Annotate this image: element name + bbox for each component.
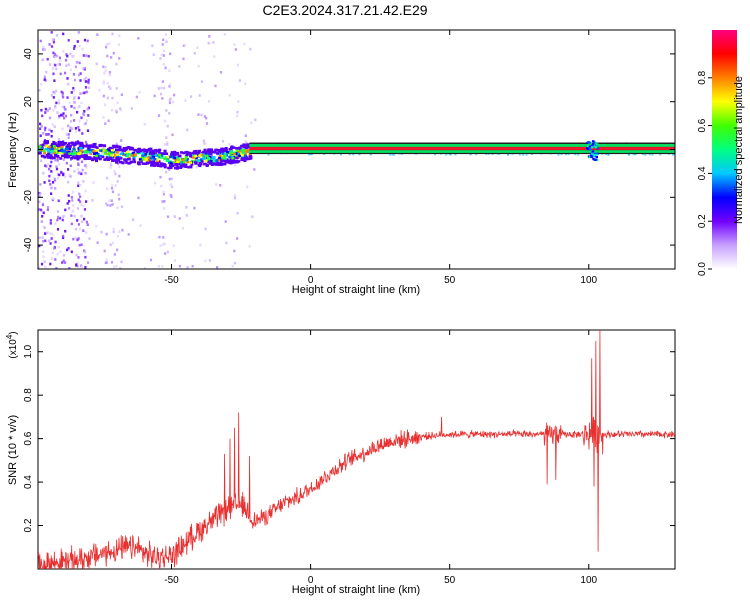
snr-frame [37, 329, 676, 570]
colorbar-bar [712, 30, 737, 269]
colorbar-tick-label: 0.0 [697, 262, 708, 276]
snr-panel: -50 0 50 100 0.2 0.4 0.6 0.8 1.0 Height of stra… [5, 329, 676, 596]
x-tick-label: 0 [308, 275, 314, 286]
y-tick-label: 0.4 [23, 475, 34, 489]
x-tick-label: 50 [444, 275, 456, 286]
colorbar-tick-label: 0.4 [697, 166, 708, 180]
x-tick-label: -50 [164, 275, 179, 286]
y-tick-label: 0.2 [23, 518, 34, 532]
colorbar-tick-label: 0.6 [697, 118, 708, 132]
x-tick-label: 100 [580, 275, 597, 286]
spectrogram-x-label: Height of straight line (km) [292, 284, 420, 296]
spectrogram-panel: -50 0 50 100 -40 -20 0 20 40 Height of straight… [7, 29, 676, 296]
y-tick-label: -20 [23, 190, 34, 205]
snr-x-ticks: -50 0 50 100 [164, 330, 598, 586]
y-tick-label: 0 [23, 146, 34, 152]
figure-title: C2E3.2024.317.21.42.E29 [262, 2, 427, 18]
spectrogram-signal-band [38, 140, 675, 170]
y-tick-label: 0.8 [23, 388, 34, 402]
x-tick-label: 0 [308, 575, 314, 586]
spectrogram-noise [38, 31, 257, 269]
snr-scale-prefix: (x10 [8, 339, 19, 359]
spectrogram-y-label: Frequency (Hz) [7, 112, 19, 188]
x-tick-label: 100 [580, 575, 597, 586]
x-tick-label: -50 [164, 575, 179, 586]
spectrogram-y-ticks: -40 -20 0 20 40 [23, 48, 675, 252]
snr-scale-label: (x104) [5, 331, 19, 358]
y-tick-label: 0.6 [23, 431, 34, 445]
y-tick-label: 40 [23, 48, 34, 60]
snr-scale-exponent: 4 [5, 334, 14, 339]
colorbar-label: Normalized spectral amplitude [733, 76, 745, 224]
snr-x-label: Height of straight line (km) [292, 584, 420, 596]
x-tick-label: 50 [444, 575, 456, 586]
snr-scale-suffix: ) [8, 331, 19, 334]
colorbar-tick-label: 0.2 [697, 214, 708, 228]
y-tick-label: -40 [23, 237, 34, 252]
svg-text:(x104): (x104) [5, 331, 19, 358]
snr-y-ticks: 0.2 0.4 0.6 0.8 1.0 [23, 344, 675, 532]
colorbar: 0.0 0.2 0.4 0.6 0.8 Normalized spectral ampl… [697, 30, 745, 276]
spectrogram-x-ticks: -50 0 50 100 [164, 30, 598, 286]
snr-series-line [38, 330, 675, 569]
y-tick-label: 1.0 [23, 344, 34, 358]
y-tick-label: 20 [23, 96, 34, 108]
colorbar-ticks: 0.0 0.2 0.4 0.6 0.8 [697, 70, 712, 276]
colorbar-tick-label: 0.8 [697, 70, 708, 84]
snr-y-label: SNR (10 * v/v) [7, 415, 19, 485]
